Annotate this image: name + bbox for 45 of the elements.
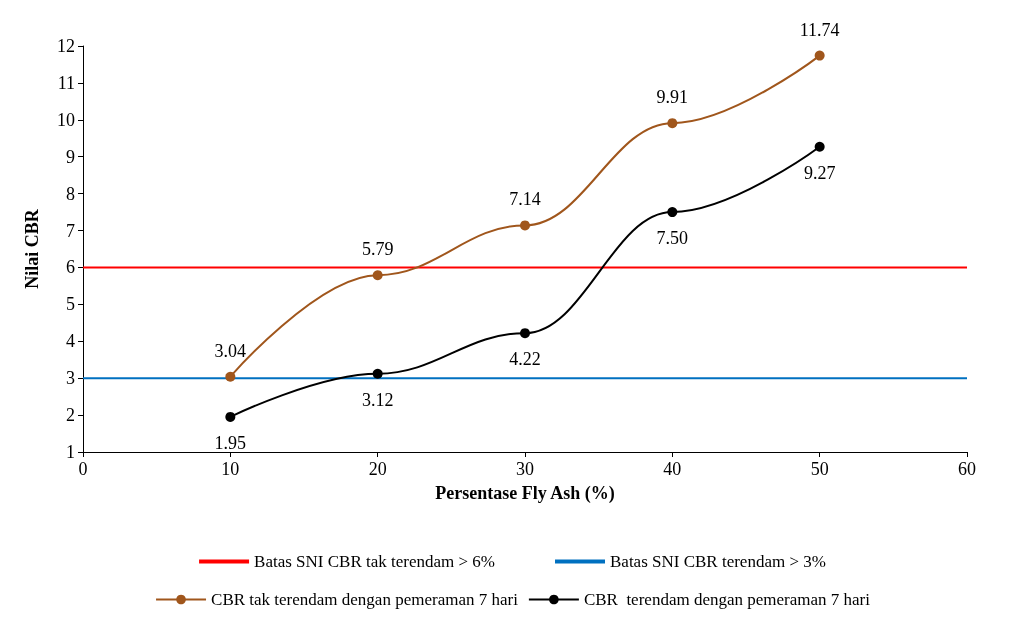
point	[520, 220, 530, 231]
data-label: 1.95	[214, 432, 247, 453]
point	[225, 371, 236, 382]
point	[667, 207, 678, 218]
data-label: 7.14	[509, 189, 541, 210]
data-label: 7.50	[656, 228, 689, 249]
x-tick-label: 10	[221, 459, 240, 479]
point	[225, 411, 236, 422]
y-tick-label: 2	[66, 405, 75, 426]
y-tick-label: 3	[66, 368, 75, 389]
point	[814, 141, 825, 152]
data-label: 11.74	[799, 19, 840, 40]
x-tick-label: 20	[368, 459, 387, 479]
x-tick-label: 40	[663, 459, 682, 479]
legend-label: CBR terendam dengan pemeraman 7 hari	[583, 590, 871, 609]
point	[372, 368, 383, 379]
data-label: 3.04	[214, 340, 247, 361]
y-tick-label: 9	[66, 146, 75, 167]
y-tick-label: 10	[57, 109, 75, 130]
y-tick-label: 12	[57, 36, 75, 56]
y-tick-label: 4	[66, 331, 75, 352]
y-tick-label: 1	[66, 442, 75, 462]
legend-label: CBR tak terendam dengan pemeraman 7 hari	[211, 590, 519, 609]
y-tick-label: 8	[66, 183, 75, 204]
y-tick-label: 7	[66, 220, 75, 241]
x-axis-title: Persentase Fly Ash (%)	[435, 483, 615, 504]
data-label: 5.79	[361, 239, 394, 260]
x-tick-label: 50	[810, 459, 829, 479]
y-tick-label: 6	[66, 257, 75, 278]
data-label: 3.12	[361, 389, 394, 410]
x-tick-label: 0	[78, 459, 88, 479]
data-label: 9.91	[656, 87, 689, 108]
data-label: 4.22	[509, 349, 541, 370]
y-axis-title: Nilai CBR	[22, 208, 42, 289]
data-label: 9.27	[803, 162, 836, 183]
point	[667, 118, 678, 129]
point	[814, 50, 825, 61]
legend-label: Batas SNI CBR terendam > 3%	[610, 552, 826, 571]
point	[372, 270, 383, 281]
y-tick-label: 11	[57, 72, 75, 93]
legend-label: Batas SNI CBR tak terendam > 6%	[254, 552, 496, 571]
y-tick-label: 5	[66, 294, 75, 315]
x-tick-label: 30	[516, 459, 534, 479]
point	[520, 328, 530, 339]
x-tick-label: 60	[958, 459, 976, 479]
